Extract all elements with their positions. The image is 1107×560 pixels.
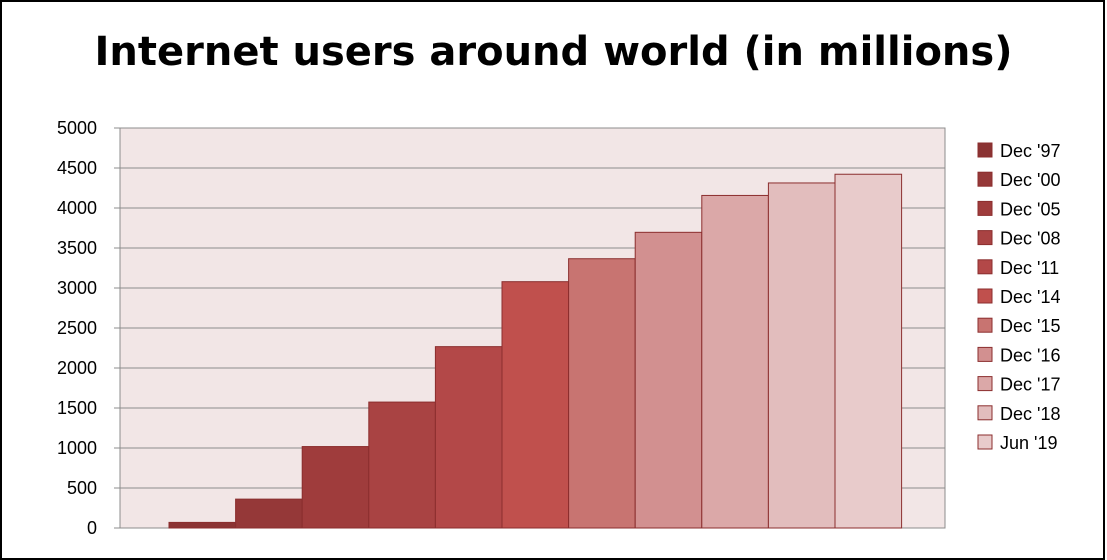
legend-swatch-0 bbox=[977, 142, 993, 158]
legend-swatch-5 bbox=[977, 288, 993, 304]
bar-3 bbox=[368, 401, 436, 529]
y-tick-label: 3500 bbox=[57, 238, 97, 258]
y-tick-label: 2500 bbox=[57, 318, 97, 338]
y-tick-label: 4500 bbox=[57, 158, 97, 178]
bar-0 bbox=[168, 521, 237, 529]
legend-label-1: Dec '00 bbox=[1000, 170, 1060, 190]
chart-title: Internet users around world (in millions… bbox=[94, 29, 1013, 75]
bar-1 bbox=[235, 498, 303, 529]
legend-swatch-4 bbox=[977, 259, 993, 275]
bar-5 bbox=[501, 281, 570, 529]
bar-6 bbox=[568, 258, 636, 529]
bar-4 bbox=[434, 346, 503, 529]
y-tick-label: 2000 bbox=[57, 358, 97, 378]
legend-label-4: Dec '11 bbox=[1000, 258, 1059, 278]
y-tick-label: 500 bbox=[67, 478, 97, 498]
legend-swatch-2 bbox=[977, 200, 993, 216]
legend-label-2: Dec '05 bbox=[1000, 199, 1060, 219]
y-tick-label: 4000 bbox=[57, 198, 97, 218]
legend-swatch-6 bbox=[977, 317, 993, 333]
y-tick-label: 1500 bbox=[57, 398, 97, 418]
legend-label-9: Dec '18 bbox=[1000, 404, 1060, 424]
legend-label-8: Dec '17 bbox=[1000, 375, 1060, 395]
legend-swatch-7 bbox=[977, 346, 993, 362]
legend-label-0: Dec '97 bbox=[1000, 141, 1060, 161]
y-tick-label: 0 bbox=[87, 518, 97, 538]
legend-label-6: Dec '15 bbox=[1000, 316, 1060, 336]
legend-swatch-8 bbox=[977, 376, 993, 392]
legend-label-5: Dec '14 bbox=[1000, 287, 1060, 307]
y-tick-label: 3000 bbox=[57, 278, 97, 298]
bar-8 bbox=[701, 194, 769, 529]
bar-10 bbox=[834, 173, 903, 529]
legend-swatch-10 bbox=[977, 434, 993, 450]
legend-label-7: Dec '16 bbox=[1000, 345, 1060, 365]
legend-label-10: Jun '19 bbox=[1000, 433, 1057, 453]
legend-swatch-1 bbox=[977, 171, 993, 187]
y-tick-label: 1000 bbox=[57, 438, 97, 458]
y-tick-label: 5000 bbox=[57, 118, 97, 138]
legend-label-3: Dec '08 bbox=[1000, 229, 1060, 249]
bar-2 bbox=[301, 446, 370, 529]
bar-9 bbox=[767, 182, 836, 529]
bar-7 bbox=[634, 231, 703, 529]
legend-swatch-3 bbox=[977, 230, 993, 246]
legend-swatch-9 bbox=[977, 405, 993, 421]
